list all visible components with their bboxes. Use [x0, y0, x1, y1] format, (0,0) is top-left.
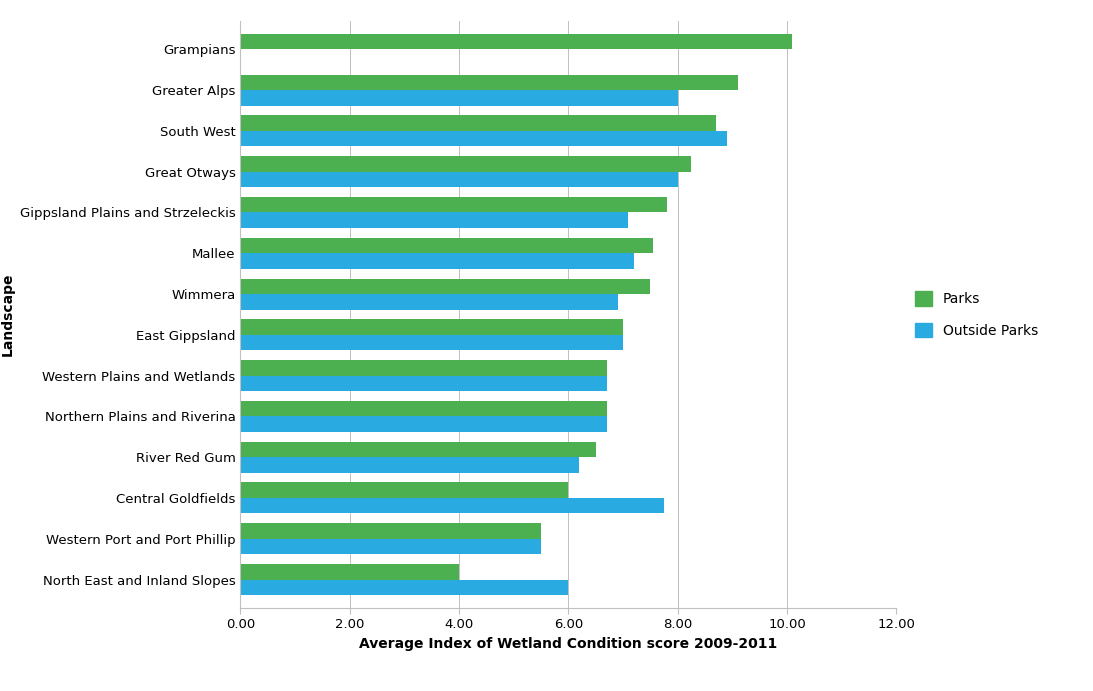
- X-axis label: Average Index of Wetland Condition score 2009-2011: Average Index of Wetland Condition score…: [360, 637, 777, 651]
- Bar: [240, 34, 792, 49]
- Bar: [240, 75, 738, 90]
- Bar: [240, 90, 678, 106]
- Bar: [240, 278, 650, 294]
- Bar: [240, 294, 618, 310]
- Y-axis label: Landscape: Landscape: [0, 273, 14, 356]
- Bar: [240, 376, 607, 391]
- Bar: [240, 580, 568, 595]
- Bar: [240, 457, 579, 473]
- Bar: [240, 442, 596, 457]
- Bar: [240, 319, 623, 335]
- Bar: [240, 523, 541, 539]
- Bar: [240, 539, 541, 554]
- Bar: [240, 197, 667, 212]
- Bar: [240, 115, 716, 131]
- Bar: [240, 335, 623, 350]
- Bar: [240, 253, 634, 269]
- Bar: [240, 171, 678, 187]
- Bar: [240, 238, 653, 253]
- Bar: [240, 564, 459, 580]
- Bar: [240, 498, 663, 513]
- Legend: Parks, Outside Parks: Parks, Outside Parks: [909, 285, 1044, 343]
- Bar: [240, 401, 607, 417]
- Bar: [240, 360, 607, 376]
- Bar: [240, 417, 607, 432]
- Bar: [240, 482, 568, 498]
- Bar: [240, 212, 628, 228]
- Bar: [240, 156, 692, 171]
- Bar: [240, 131, 727, 146]
